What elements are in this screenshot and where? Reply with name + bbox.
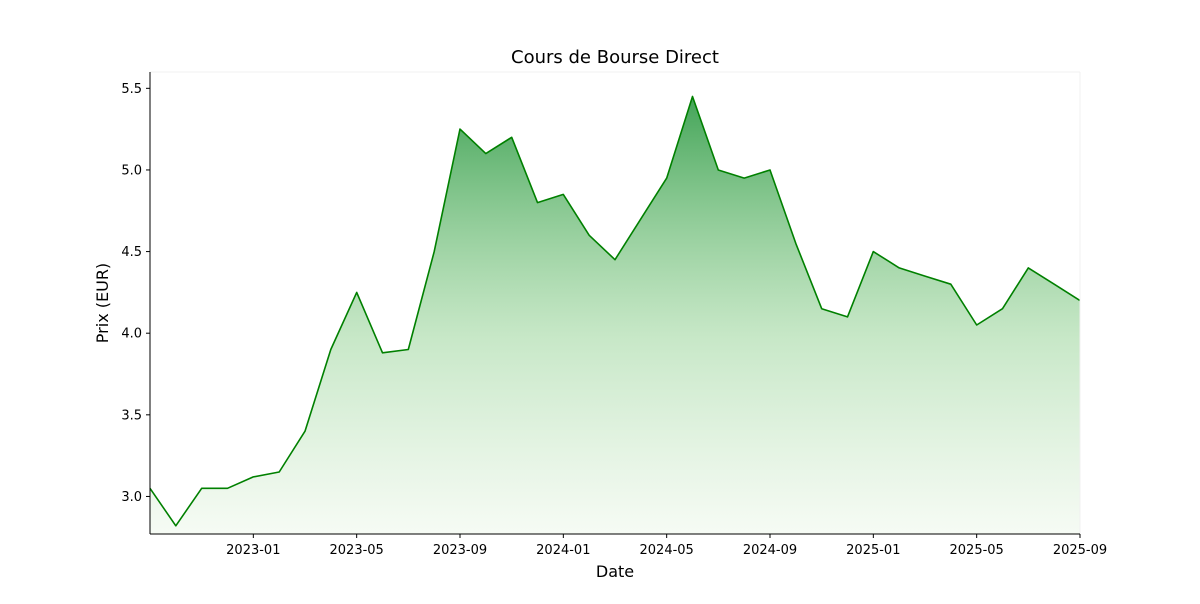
- y-tick-label: 5.0: [121, 163, 142, 178]
- x-tick-label: 2025-05: [950, 543, 1004, 558]
- x-tick-label: 2023-05: [330, 543, 384, 558]
- x-tick-label: 2024-01: [536, 543, 590, 558]
- area-fill: [150, 96, 1080, 534]
- x-tick-label: 2025-01: [846, 543, 900, 558]
- x-tick-label: 2024-09: [743, 543, 797, 558]
- y-axis-label: Prix (EUR): [93, 263, 112, 343]
- chart-title: Cours de Bourse Direct: [511, 47, 719, 68]
- x-tick-label: 2024-05: [640, 543, 694, 558]
- x-tick-label: 2023-01: [226, 543, 280, 558]
- x-tick-label: 2023-09: [433, 543, 487, 558]
- y-tick-label: 4.5: [121, 245, 142, 260]
- x-axis-label: Date: [596, 562, 634, 581]
- y-tick-label: 4.0: [121, 327, 142, 342]
- y-tick-label: 3.0: [121, 490, 142, 505]
- price-line: [149, 95, 1081, 527]
- y-tick-label: 3.5: [121, 408, 142, 423]
- plot-area: 3.0 3.5 4.0 4.5 5.0 5.5 2023-01 2023-05 2023-09 2…: [121, 71, 1107, 558]
- x-tick-label: 2025-09: [1053, 543, 1107, 558]
- y-tick-label: 5.5: [121, 82, 142, 97]
